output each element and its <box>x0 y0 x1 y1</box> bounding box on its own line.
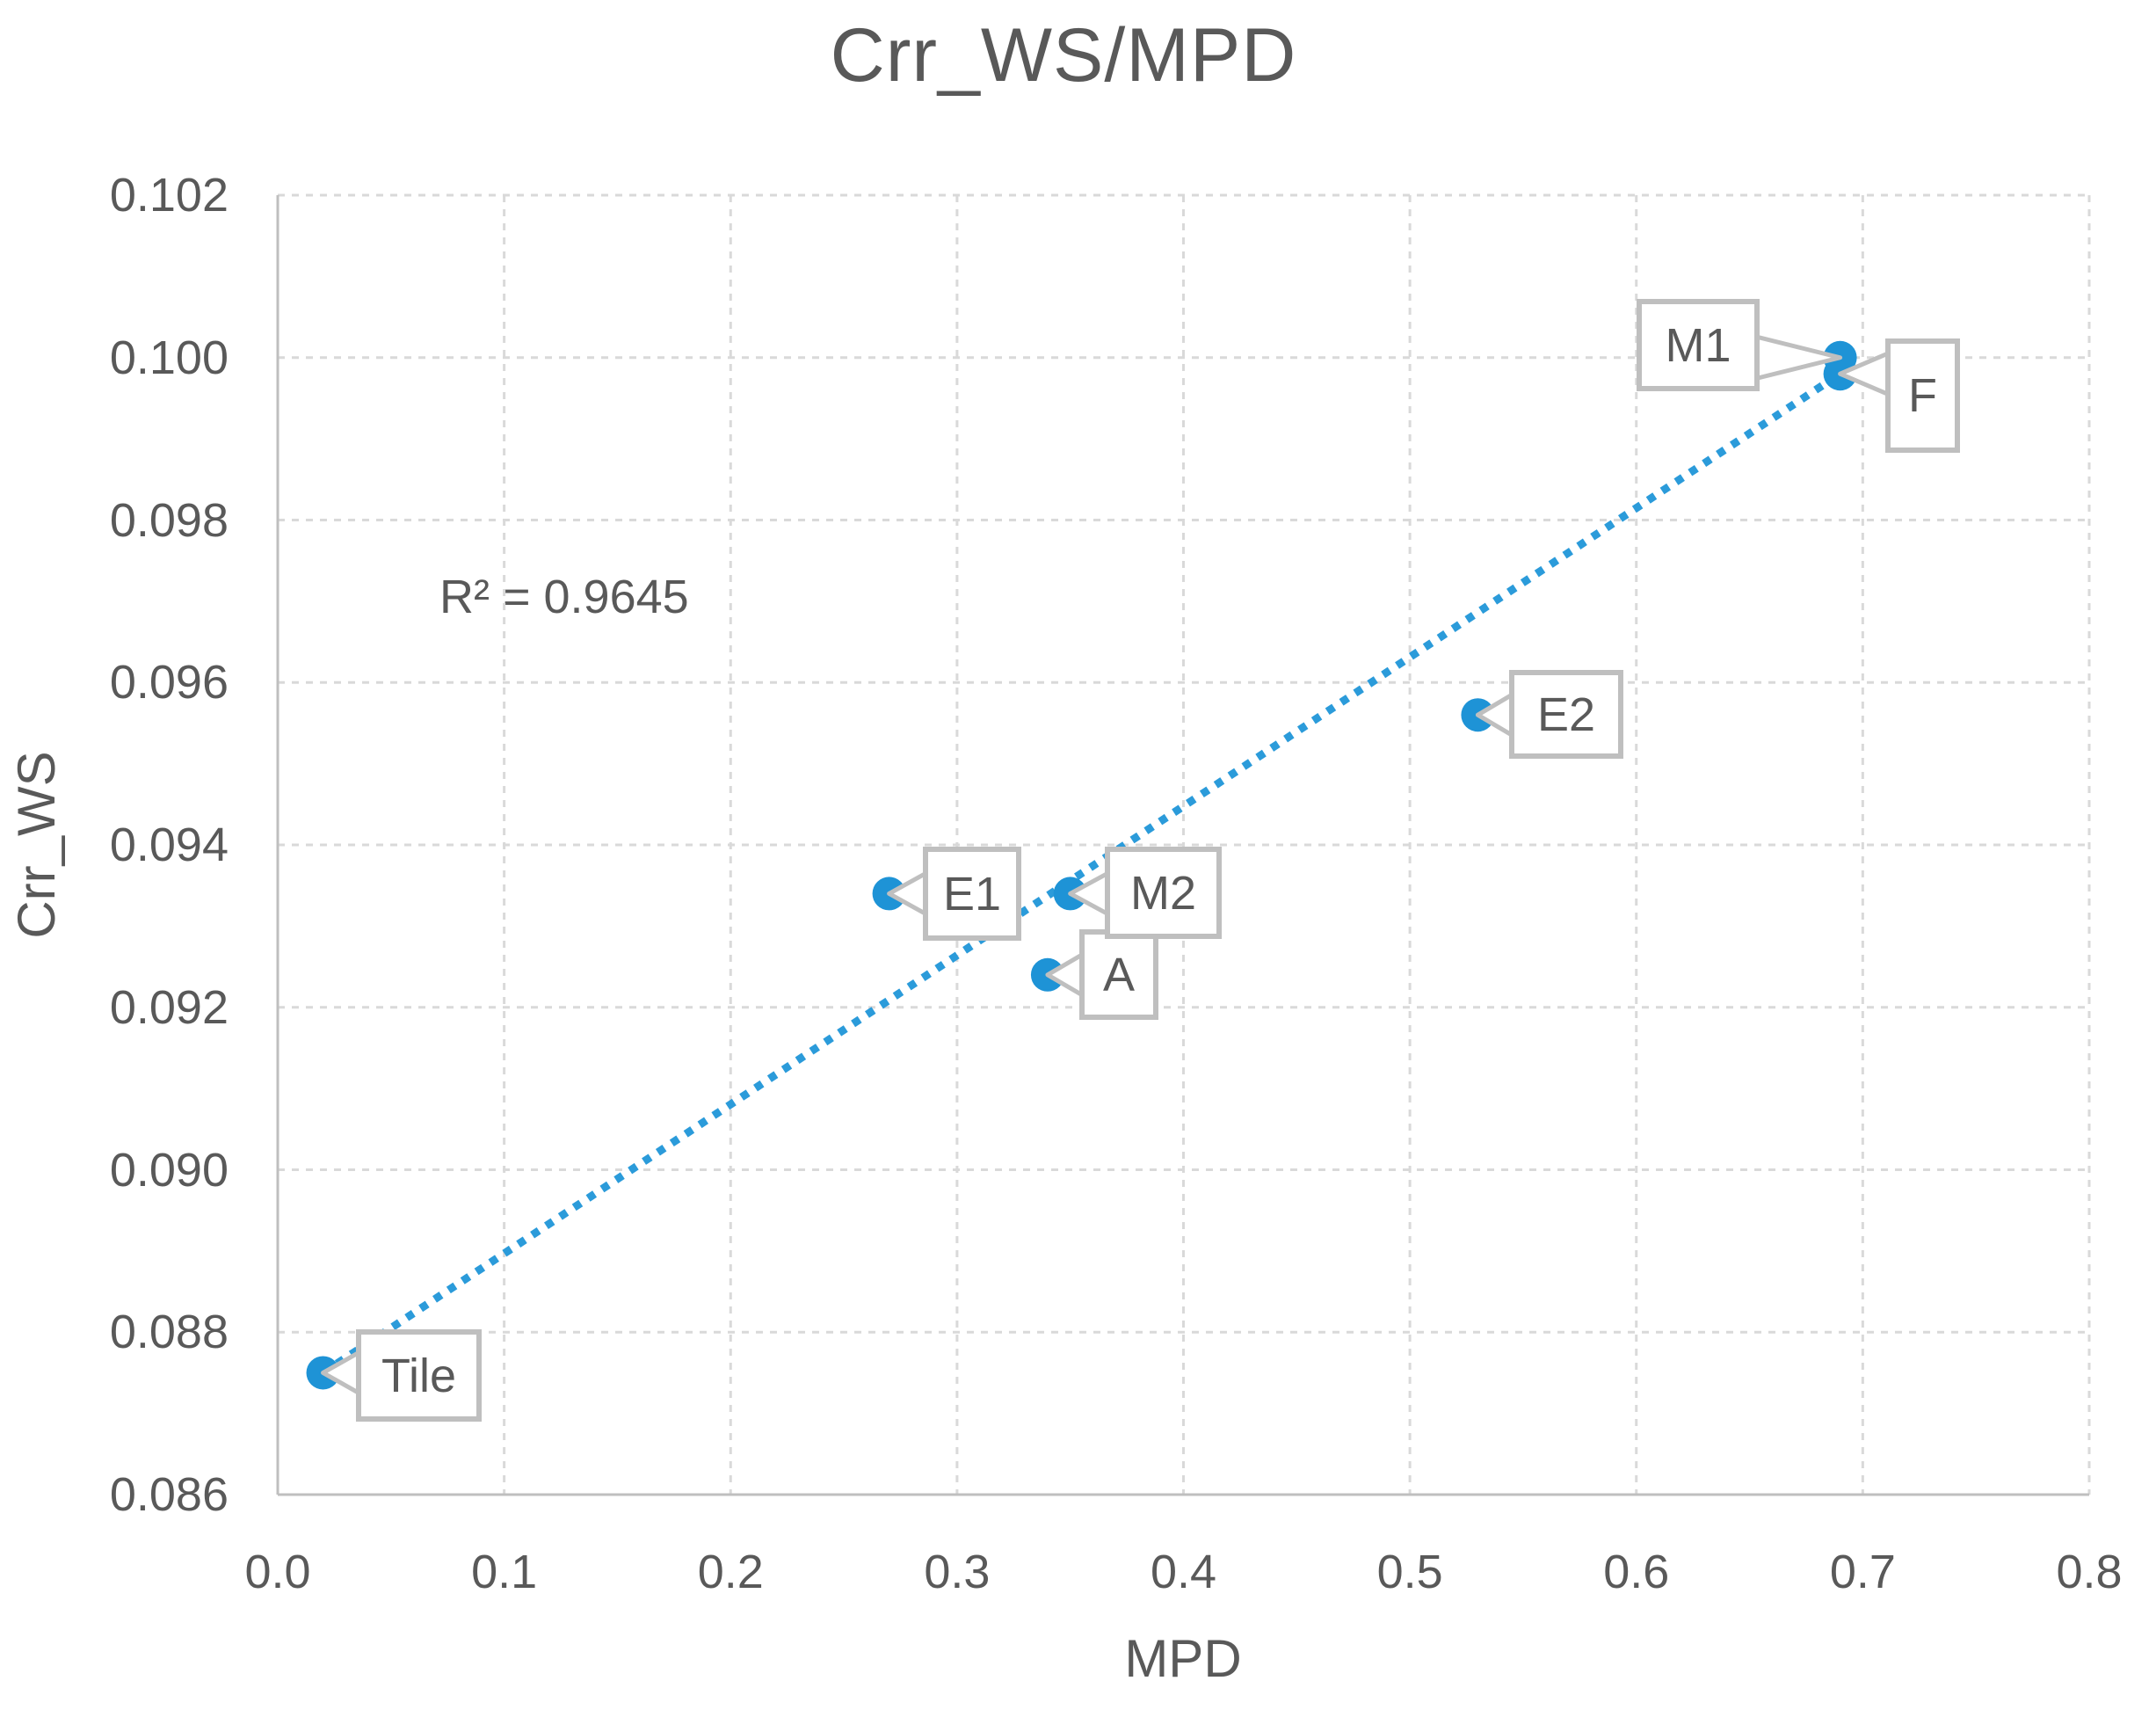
x-tick-label-0.2: 0.2 <box>697 1546 764 1598</box>
y-tick-label-0.088: 0.088 <box>109 1306 229 1359</box>
y-tick-label-0.098: 0.098 <box>109 493 229 547</box>
y-tick-label-0.092: 0.092 <box>109 980 229 1034</box>
r-squared-annotation: R² = 0.9645 <box>439 571 689 623</box>
x-tick-label-0.7: 0.7 <box>1829 1546 1896 1598</box>
x-tick-label-0.5: 0.5 <box>1376 1546 1443 1598</box>
y-tick-label-0.102: 0.102 <box>109 169 229 222</box>
y-tick-label-0.086: 0.086 <box>109 1468 229 1521</box>
x-tick-label-0.4: 0.4 <box>1150 1546 1217 1598</box>
y-tick-label-0.090: 0.090 <box>109 1143 229 1197</box>
data-label-M2: M2 <box>1105 847 1222 939</box>
y-tick-label-0.094: 0.094 <box>109 819 229 871</box>
x-tick-label-0.3: 0.3 <box>924 1546 991 1598</box>
data-label-F: F <box>1885 338 1960 453</box>
data-label-E2: E2 <box>1509 670 1623 759</box>
x-tick-label-0.1: 0.1 <box>471 1546 538 1598</box>
x-tick-label-0.8: 0.8 <box>2056 1546 2123 1598</box>
trendline <box>321 370 1843 1377</box>
data-label-M1: M1 <box>1637 299 1760 391</box>
chart-title: Crr_WS/MPD <box>830 13 1297 98</box>
x-axis-title: MPD <box>1124 1629 1242 1688</box>
x-tick-label-0.6: 0.6 <box>1603 1546 1670 1598</box>
x-tick-label-0.0: 0.0 <box>244 1546 311 1598</box>
y-tick-label-0.100: 0.100 <box>109 331 229 384</box>
data-label-Tile: Tile <box>356 1329 482 1422</box>
y-tick-label-0.096: 0.096 <box>109 656 229 709</box>
data-label-E1: E1 <box>923 847 1021 941</box>
data-label-A: A <box>1079 929 1158 1020</box>
